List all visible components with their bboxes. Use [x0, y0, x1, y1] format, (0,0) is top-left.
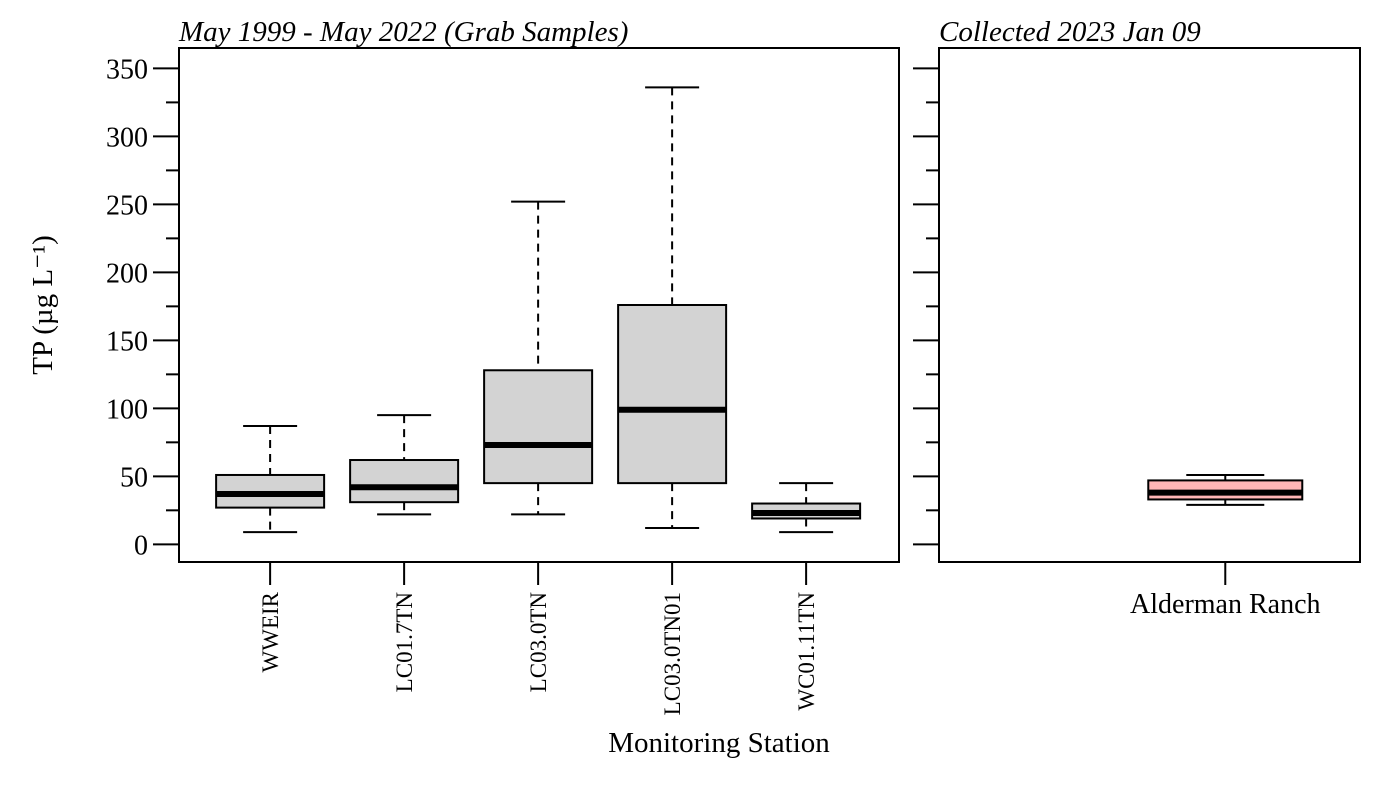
- iqr-box: [617, 304, 728, 485]
- panel-title-2: Collected 2023 Jan 09: [939, 16, 1201, 48]
- y-tick-label: 250: [106, 190, 148, 221]
- box-group-lc03-0tn: [483, 200, 594, 516]
- y-tick-label: 200: [106, 258, 148, 289]
- y-tick-label: 0: [134, 530, 148, 561]
- x-tick-label: LC03.0TN01: [660, 592, 685, 715]
- y-tick-label: 100: [106, 394, 148, 425]
- x-tick-label: LC01.7TN: [392, 592, 417, 693]
- x-tick-label: WWEIR: [258, 591, 283, 672]
- y-tick-label: 50: [120, 462, 148, 493]
- box-group-lc03-0tn01: [617, 86, 728, 530]
- x-tick-label: WC01.11TN: [794, 592, 819, 711]
- y-tick-label: 150: [106, 326, 148, 357]
- box-group-alderman-ranch: [1147, 473, 1304, 506]
- panel-title-1: May 1999 - May 2022 (Grab Samples): [178, 16, 628, 48]
- x-tick-label: Alderman Ranch: [1130, 589, 1321, 620]
- y-axis-title: TP (µg L⁻¹): [27, 235, 59, 375]
- iqr-box: [349, 459, 460, 504]
- x-tick-label: LC03.0TN: [526, 592, 551, 693]
- box-group-lc01-7tn: [349, 414, 460, 516]
- iqr-box: [483, 369, 594, 485]
- box-group-wweir: [215, 425, 326, 534]
- x-axis-title: Monitoring Station: [608, 727, 830, 759]
- box-group-wc01-11tn: [751, 482, 862, 534]
- y-tick-label: 300: [106, 122, 148, 153]
- y-tick-label: 350: [106, 54, 148, 85]
- plot-frame-2: [938, 47, 1361, 563]
